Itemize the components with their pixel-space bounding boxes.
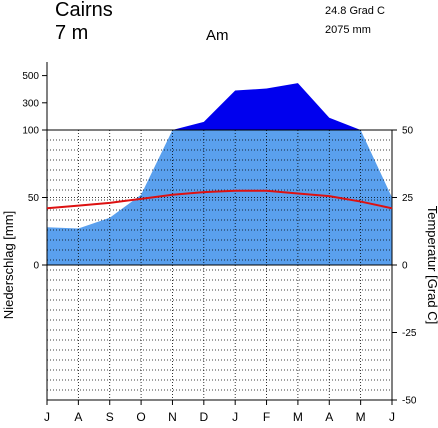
station-elevation: 7 m	[55, 22, 88, 44]
precip-tick-label: 500	[22, 71, 39, 82]
month-label: J	[44, 410, 50, 424]
climate-class: Am	[206, 27, 229, 44]
month-label: M	[293, 410, 303, 424]
precipitation-area-lower	[47, 130, 392, 265]
temperature-axis-label: Temperatur [Grad C]	[425, 206, 438, 325]
month-label: S	[106, 410, 114, 424]
month-label: M	[356, 410, 366, 424]
precipitation-area-upper	[47, 83, 392, 130]
month-label: D	[199, 410, 208, 424]
temperature-line	[46, 189, 393, 210]
temp-tick-label: -50	[402, 396, 417, 407]
precip-tick-label: 0	[33, 261, 39, 272]
mean-temperature: 24.8 Grad C	[325, 5, 385, 17]
temp-tick-label: 50	[402, 126, 414, 137]
month-label: A	[325, 410, 333, 424]
temp-tick-label: 0	[402, 261, 408, 272]
annual-precipitation: 2075 mm	[325, 24, 371, 36]
month-label: J	[232, 410, 238, 424]
precip-tick-label: 50	[28, 193, 40, 204]
month-label: O	[136, 410, 145, 424]
precip-tick-label: 300	[22, 98, 39, 109]
precipitation-axis-label: Niederschlag [mm]	[1, 211, 16, 319]
precip-tick-label: 100	[22, 126, 39, 137]
month-label: N	[168, 410, 177, 424]
temp-tick-label: 25	[402, 193, 414, 204]
temp-tick-label: -25	[402, 328, 417, 339]
station-name: Cairns	[55, 0, 113, 21]
month-label: J	[389, 410, 395, 424]
month-label: F	[263, 410, 270, 424]
month-label: A	[74, 410, 82, 424]
